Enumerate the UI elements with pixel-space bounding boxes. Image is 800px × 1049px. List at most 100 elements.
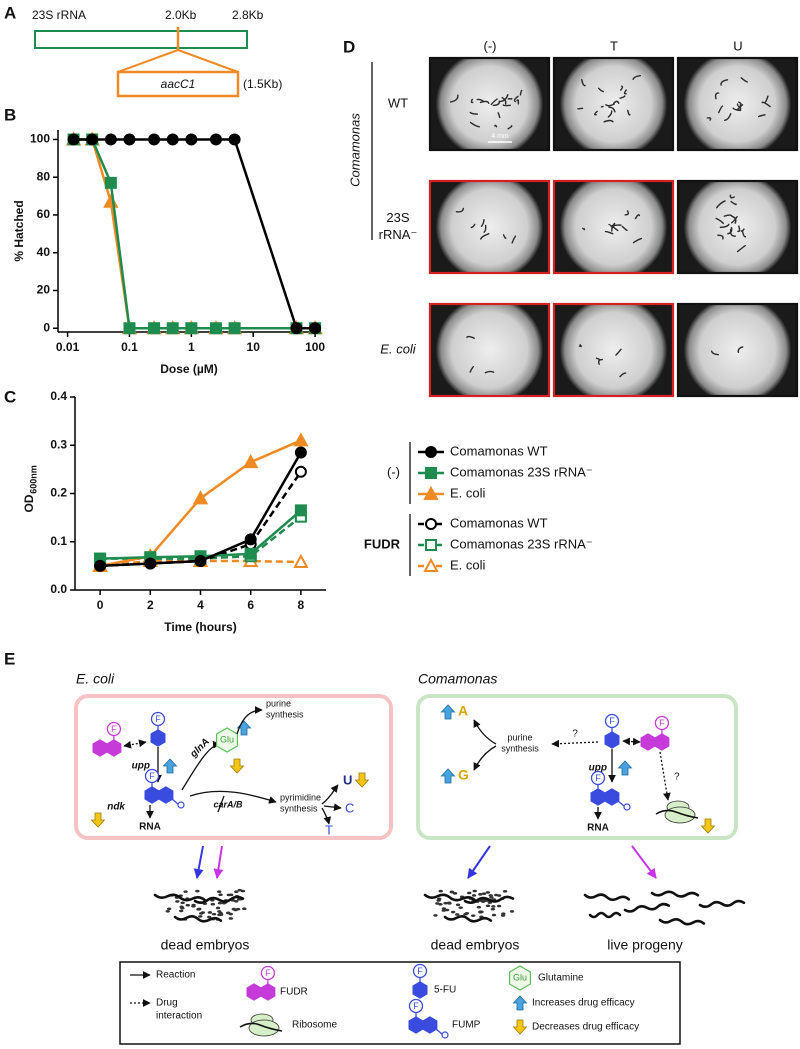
embryo xyxy=(476,905,482,909)
point xyxy=(294,504,307,517)
worm xyxy=(516,99,520,105)
y-tick-label: 80 xyxy=(37,169,51,183)
embryo xyxy=(479,910,484,914)
increase-arrow xyxy=(617,760,633,776)
panel-label: D xyxy=(343,37,355,56)
outcome-arrow xyxy=(631,845,657,879)
worm xyxy=(658,918,706,926)
embryo xyxy=(464,911,470,915)
legend-entry: Comamonas WT xyxy=(450,443,548,458)
embryo xyxy=(488,894,493,897)
legend-entry: Increases drug efficacy xyxy=(532,998,635,1009)
embryo xyxy=(198,915,203,918)
pathway-label: purine xyxy=(507,732,532,742)
unknown-label: ? xyxy=(674,772,680,783)
panel-label: C xyxy=(4,387,16,406)
point xyxy=(166,322,179,335)
fluorine-label: F xyxy=(111,724,117,734)
well-border xyxy=(676,302,799,398)
legend-entry: Reaction xyxy=(156,970,195,981)
y-tick-label: 0.4 xyxy=(50,389,67,403)
point xyxy=(309,322,322,335)
point xyxy=(294,465,307,478)
ring xyxy=(412,981,428,999)
ring xyxy=(92,739,108,757)
nucleotide: G xyxy=(458,767,469,783)
embryo xyxy=(447,902,452,905)
outcome-label: dead embryos xyxy=(161,937,250,953)
legend-marker xyxy=(425,446,437,458)
legend-entry: Comamonas WT xyxy=(450,515,548,530)
y-axis-title: OD xyxy=(22,494,36,512)
point xyxy=(192,490,209,505)
worm xyxy=(578,344,582,348)
embryo xyxy=(175,900,180,903)
point xyxy=(166,133,179,146)
series-line xyxy=(73,138,316,330)
mrna xyxy=(239,1022,283,1032)
point xyxy=(123,322,136,335)
row-label: E. coli xyxy=(380,341,417,356)
x-tick-label: 4 xyxy=(197,598,204,612)
nucleotide: A xyxy=(458,703,468,719)
gene-label: upp xyxy=(132,761,150,772)
legend-marker xyxy=(425,539,437,551)
x-tick-label: 1 xyxy=(188,340,195,354)
point xyxy=(209,133,222,146)
well-border xyxy=(676,56,799,152)
worm xyxy=(494,124,498,128)
worm xyxy=(479,100,490,105)
phosphate xyxy=(441,1031,449,1039)
insert-guide xyxy=(177,49,239,73)
embryo xyxy=(185,903,190,907)
worm xyxy=(729,194,735,199)
decrease-arrow xyxy=(700,818,716,834)
well-border xyxy=(676,179,799,275)
worm xyxy=(469,111,479,115)
worm xyxy=(604,230,614,235)
embryo xyxy=(509,910,515,913)
well-border xyxy=(552,302,675,398)
worm xyxy=(612,100,620,105)
unknown-label: ? xyxy=(572,729,578,740)
panel-label: B xyxy=(4,105,16,124)
embryo xyxy=(489,896,494,899)
embryo xyxy=(207,915,212,919)
inhibition-slash xyxy=(217,795,225,813)
increase-arrow xyxy=(440,768,456,784)
x-tick-label: 2 xyxy=(147,598,154,612)
legend-marker xyxy=(425,467,437,479)
worm xyxy=(723,113,732,122)
gene-label: ndk xyxy=(107,802,125,813)
worm xyxy=(608,106,616,113)
nucleotide: C xyxy=(345,800,354,815)
worm xyxy=(706,117,712,121)
gene-label: upp xyxy=(589,763,607,774)
embryo xyxy=(471,894,477,897)
embryo xyxy=(496,894,502,897)
row-group-label: Comamonas xyxy=(347,113,362,187)
worm xyxy=(502,234,507,239)
point xyxy=(294,446,307,459)
worm xyxy=(737,225,741,233)
well xyxy=(559,304,668,396)
reaction xyxy=(321,784,339,805)
y-tick-label: 0.3 xyxy=(50,437,67,451)
x-tick-label: 0 xyxy=(97,598,104,612)
y-tick-label: 60 xyxy=(37,207,51,221)
embryo xyxy=(467,891,472,895)
well xyxy=(683,181,792,273)
worm xyxy=(740,77,749,83)
embryo xyxy=(198,912,204,915)
scale-bar-label: 4 mm xyxy=(491,133,509,140)
decrease-arrow xyxy=(229,758,245,774)
rna-label: RNA xyxy=(587,823,609,834)
y-tick-label: 20 xyxy=(37,283,51,297)
x-axis-title: Time (hours) xyxy=(164,620,236,634)
fluorine-circle xyxy=(590,770,606,786)
outcome-label: dead embryos xyxy=(431,937,520,953)
point xyxy=(123,133,136,146)
fluorine-circle xyxy=(144,768,160,784)
ring xyxy=(422,1016,438,1034)
worm xyxy=(740,228,745,232)
